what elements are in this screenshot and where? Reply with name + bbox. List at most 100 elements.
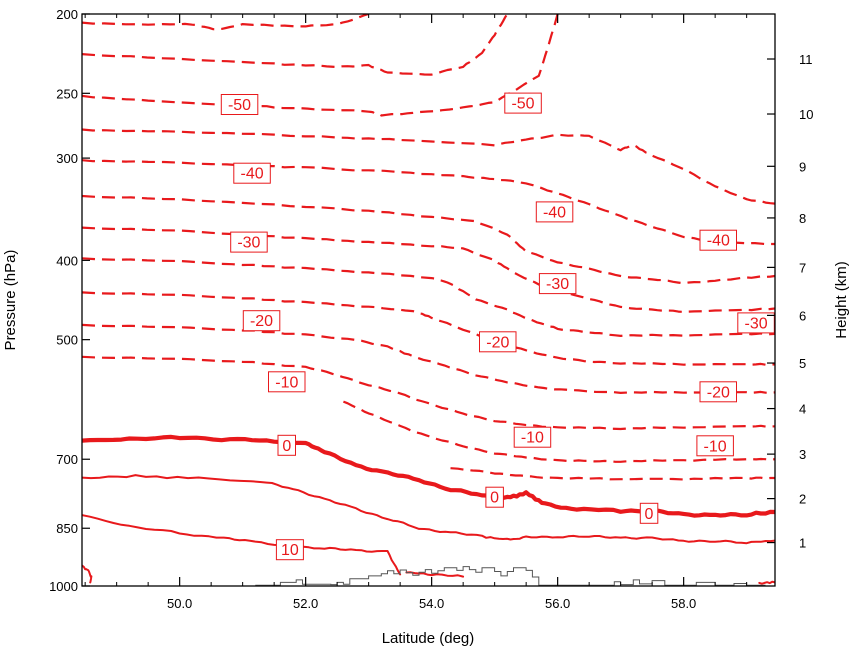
contour-line bbox=[82, 291, 775, 366]
contour-label: -20 bbox=[242, 310, 281, 332]
contour-line bbox=[82, 257, 775, 337]
contour-line bbox=[82, 14, 509, 76]
contour-label: -10 bbox=[696, 435, 734, 457]
contour-line bbox=[82, 355, 775, 431]
contour-label-box bbox=[639, 502, 659, 524]
contour-line bbox=[405, 571, 465, 578]
x-axis-title: Latitude (deg) bbox=[382, 630, 475, 647]
contour-label-box bbox=[696, 435, 734, 457]
contour-label-text: -40 bbox=[241, 166, 264, 183]
contour-label-text: -10 bbox=[275, 374, 298, 391]
contour-label-text: 0 bbox=[282, 438, 291, 455]
contour-label-text: 0 bbox=[490, 490, 499, 507]
contour-label: -30 bbox=[538, 273, 577, 295]
contour-label-box bbox=[230, 231, 268, 253]
contour-label-text: -40 bbox=[543, 204, 566, 221]
contour-label-box bbox=[504, 92, 542, 114]
contour-label: -20 bbox=[699, 381, 737, 403]
y-tick-label-right: 5 bbox=[799, 356, 806, 371]
contour-label: 0 bbox=[277, 434, 296, 456]
y-axis-title-left: Pressure (hPa) bbox=[2, 250, 19, 351]
contour-label-box bbox=[513, 426, 552, 448]
contour-label: 10 bbox=[275, 539, 304, 561]
contour-label: 0 bbox=[639, 502, 659, 524]
axes: 50.0 52.0 54.0 56.0 58.020025030040050070085… bbox=[49, 7, 813, 611]
contour-line bbox=[82, 14, 559, 117]
contour-label-text: -20 bbox=[486, 334, 509, 351]
contour-label: -40 bbox=[535, 201, 574, 223]
y-tick-label-right: 11 bbox=[799, 52, 813, 67]
y-axis-title-right: Height (km) bbox=[833, 261, 850, 339]
y-tick-label-right: 3 bbox=[799, 447, 806, 462]
contour-label-text: -50 bbox=[511, 96, 534, 113]
x-tick-label: 54.0 bbox=[419, 596, 444, 611]
y-tick-label-left: 850 bbox=[56, 521, 78, 536]
contour-label-text: -10 bbox=[704, 438, 727, 455]
y-tick-label-left: 300 bbox=[56, 151, 78, 166]
contour-labels: -50 -50 -40 -40 -40 -30 -30 -30 -20 -20 -20 -10 -10 -… bbox=[220, 92, 775, 561]
contour-label-text: -20 bbox=[250, 313, 273, 330]
y-tick-label-left: 250 bbox=[56, 86, 78, 101]
contour-line bbox=[758, 580, 775, 585]
contour-label-text: -30 bbox=[546, 276, 569, 293]
contour-label-box bbox=[277, 434, 296, 456]
contour-label: -30 bbox=[230, 231, 268, 253]
x-tick-label: 58.0 bbox=[671, 596, 696, 611]
y-tick-label-left: 700 bbox=[56, 452, 78, 467]
contour-line bbox=[82, 564, 93, 584]
contour-label-text: 10 bbox=[281, 542, 299, 559]
y-tick-label-right: 9 bbox=[799, 159, 806, 174]
contour-label-text: -30 bbox=[237, 235, 260, 252]
contour-label-box bbox=[699, 381, 737, 403]
contour-label-text: -30 bbox=[745, 315, 768, 332]
y-tick-label-right: 6 bbox=[799, 308, 806, 323]
contour-label-box bbox=[699, 229, 737, 251]
contour-line bbox=[82, 434, 775, 518]
y-tick-label-right: 4 bbox=[799, 402, 806, 417]
contour-line bbox=[82, 514, 402, 576]
contour-line bbox=[82, 323, 775, 394]
terrain-line bbox=[255, 566, 766, 586]
y-tick-label-left: 200 bbox=[56, 7, 78, 22]
y-tick-label-right: 1 bbox=[799, 536, 806, 551]
plot-frame bbox=[81, 13, 776, 587]
x-tick-label: 50.0 bbox=[167, 596, 192, 611]
y-tick-label-right: 2 bbox=[799, 492, 806, 507]
contour-label: -50 bbox=[220, 94, 259, 115]
contour-label-box bbox=[485, 486, 504, 508]
contour-label-box bbox=[737, 312, 775, 334]
x-tick-label: 56.0 bbox=[545, 596, 570, 611]
contour-line bbox=[82, 128, 775, 205]
contour-label-box bbox=[479, 331, 517, 353]
contour-line bbox=[82, 194, 775, 285]
y-tick-label-right: 8 bbox=[799, 211, 806, 226]
contour-label: -10 bbox=[268, 371, 306, 393]
y-tick-label-right: 7 bbox=[799, 260, 806, 275]
y-tick-label-left: 1000 bbox=[49, 579, 78, 594]
contour-label-text: -40 bbox=[707, 233, 730, 250]
contour-label-box bbox=[268, 371, 306, 393]
y-tick-label-left: 500 bbox=[56, 333, 78, 348]
contour-label: -10 bbox=[513, 426, 552, 448]
x-tick-label: 52.0 bbox=[293, 596, 318, 611]
y-tick-label-right: 10 bbox=[799, 107, 813, 122]
contour-label-box bbox=[535, 201, 574, 223]
contour-line bbox=[82, 14, 369, 31]
contour-label: -20 bbox=[479, 331, 517, 353]
contour-label-box bbox=[275, 539, 304, 561]
terrain-profile bbox=[255, 566, 766, 586]
contour-label-text: -10 bbox=[521, 430, 544, 447]
contour-label-box bbox=[538, 273, 577, 295]
contour-label-text: -50 bbox=[228, 97, 251, 114]
contour-label-box bbox=[220, 94, 259, 115]
contour-label: -50 bbox=[504, 92, 542, 114]
contour-line bbox=[82, 474, 775, 545]
contour-label-text: 0 bbox=[645, 506, 654, 523]
contour-label: -30 bbox=[737, 312, 775, 334]
contour-line bbox=[342, 400, 775, 463]
contour-label-box bbox=[233, 162, 271, 184]
contour-label-text: -20 bbox=[707, 384, 730, 401]
contour-label: -40 bbox=[699, 229, 737, 251]
contour-line bbox=[82, 226, 775, 313]
